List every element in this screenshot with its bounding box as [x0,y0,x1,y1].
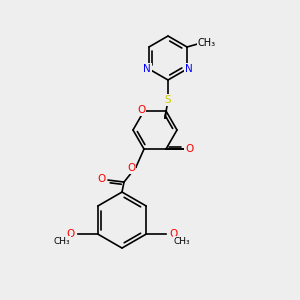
Text: CH₃: CH₃ [198,38,216,48]
Text: N: N [185,64,193,74]
Text: O: O [169,229,177,239]
Text: CH₃: CH₃ [53,237,70,246]
Text: CH₃: CH₃ [174,237,190,246]
Text: O: O [98,174,106,184]
Text: O: O [137,105,145,115]
Text: S: S [165,95,171,105]
Text: N: N [143,64,151,74]
Text: O: O [185,144,193,154]
Text: O: O [127,163,135,173]
Text: O: O [67,229,75,239]
